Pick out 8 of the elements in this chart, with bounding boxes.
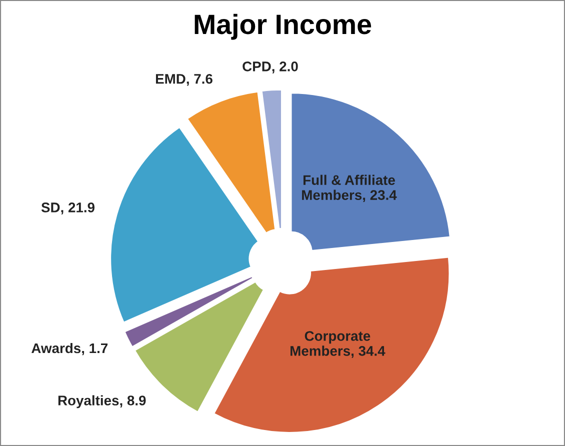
- chart-title: Major Income: [194, 14, 372, 40]
- slice-label: SD, 21.9: [41, 202, 95, 214]
- slice-label: Royalties, 8.9: [58, 395, 146, 408]
- slice-label: Corporate Members, 34.4: [290, 331, 386, 358]
- slice-label: Awards, 1.7: [32, 342, 108, 356]
- slice-label: CPD, 2.0: [242, 62, 298, 74]
- slice-label: EMD, 7.6: [156, 74, 212, 86]
- slice-label: Full & Affiliate Members, 23.4: [302, 174, 397, 202]
